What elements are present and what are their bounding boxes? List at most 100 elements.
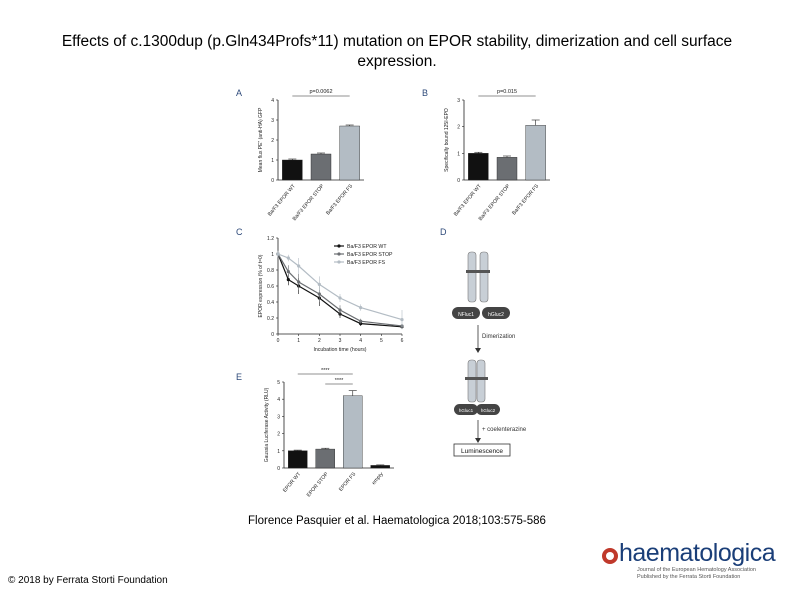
chart-a-p-value: p=0.0062 bbox=[309, 89, 332, 95]
fragment-right-label: hGluc2 bbox=[488, 312, 504, 318]
chart-e-significance-stars: **** bbox=[335, 378, 344, 384]
logo-mark-icon bbox=[602, 548, 618, 564]
chart-c-ytick-label: 0.8 bbox=[267, 268, 274, 274]
chart-c-point bbox=[297, 264, 301, 268]
chart-c-legend-marker bbox=[337, 244, 341, 248]
figure: A B C D E NFluc1 hGluc2 Dimerization hGl… bbox=[232, 80, 562, 512]
chart-e-ylabel: Gaussia Luciferase Activity (RLU) bbox=[264, 387, 270, 462]
chart-c-xtick-label: 4 bbox=[359, 338, 362, 344]
dimer-fragment-left-label: hGluc1 bbox=[459, 408, 474, 413]
chart-c-ytick-label: 0.4 bbox=[267, 300, 274, 306]
panel-label-d: D bbox=[440, 227, 447, 237]
chart-a-ylabel: Mean flux PE" (anti-HA) GFP bbox=[258, 107, 264, 172]
chart-c-point bbox=[338, 308, 342, 312]
luminescence-box bbox=[453, 443, 511, 457]
chart-c-ytick-label: 0.2 bbox=[267, 316, 274, 322]
chart-e-bar bbox=[315, 448, 335, 469]
chart-c-point bbox=[317, 292, 321, 296]
chart-b-category-label: Ba/F3 EPOR FS bbox=[511, 183, 540, 216]
luciferase-fragment-right bbox=[482, 307, 510, 319]
chart-b-category-label: Ba/F3 EPOR STOP bbox=[478, 183, 512, 222]
chart-e-ytick-label: 5 bbox=[277, 380, 280, 386]
chart-c-point bbox=[276, 252, 280, 256]
chart-e-ytick-label: 1 bbox=[277, 449, 280, 455]
chart-b-p-value: p=0.015 bbox=[497, 89, 517, 95]
chart-c-xtick-label: 1 bbox=[297, 338, 300, 344]
chart-e-bar bbox=[343, 395, 363, 469]
chart-a-ytick-label: 2 bbox=[271, 138, 274, 144]
chart-c-ytick-label: 0.6 bbox=[267, 284, 274, 290]
chart-c-xtick-label: 2 bbox=[318, 338, 321, 344]
panel-label-c: C bbox=[236, 227, 243, 237]
chart-a-ytick-label: 0 bbox=[271, 178, 274, 184]
chart-c-point bbox=[338, 296, 342, 300]
chart-e-bar bbox=[288, 450, 308, 469]
coelenterazine-label: + coelenterazine bbox=[482, 427, 527, 433]
dimer-left bbox=[467, 359, 477, 403]
chart-c-legend-marker bbox=[337, 252, 341, 256]
dimer-membrane bbox=[465, 377, 488, 380]
receptor-left bbox=[467, 251, 477, 303]
chart-a-ytick-label: 3 bbox=[271, 118, 274, 124]
membrane-left bbox=[466, 270, 478, 273]
panel-label-b: B bbox=[422, 88, 428, 98]
chart-c-legend-label: Ba/F3 EPOR STOP bbox=[347, 252, 393, 258]
chart-c-point bbox=[359, 306, 363, 310]
chart-c-point bbox=[317, 282, 321, 286]
chart-c-legend-label: Ba/F3 EPOR FS bbox=[347, 260, 386, 266]
chart-e-category-label: empty bbox=[371, 471, 385, 486]
chart-c-point bbox=[286, 270, 290, 274]
chart-e-category-label: EPOR STOP bbox=[306, 471, 330, 498]
membrane-right bbox=[478, 270, 490, 273]
chart-b-bar bbox=[525, 125, 546, 181]
dimerization-label: Dimerization bbox=[482, 334, 515, 340]
logo-wordmark: haematologica bbox=[619, 539, 776, 567]
dimer-fragment-left bbox=[454, 404, 478, 415]
chart-c-xtick-label: 0 bbox=[277, 338, 280, 344]
chart-c-xtick-label: 3 bbox=[339, 338, 342, 344]
chart-b-bar bbox=[468, 153, 489, 181]
chart-c-point bbox=[286, 256, 290, 260]
chart-c-point bbox=[400, 318, 404, 322]
chart-a-category-label: Ba/F3 EPOR STOP bbox=[292, 183, 326, 222]
chart-c-ylabel: EPOR expression (% of t=0) bbox=[258, 254, 264, 317]
chart-b-ytick-label: 2 bbox=[457, 125, 460, 131]
chart-e-ytick-label: 0 bbox=[277, 466, 280, 472]
receptor-right bbox=[479, 251, 489, 303]
chart-c-legend-marker bbox=[337, 260, 341, 264]
chart-c-point bbox=[359, 319, 363, 323]
chart-e-ytick-label: 3 bbox=[277, 414, 280, 420]
logo-tagline-2: Published by the Ferrata Storti Foundati… bbox=[637, 574, 741, 580]
chart-e-ytick-label: 4 bbox=[277, 397, 280, 403]
chart-e-ytick-label: 2 bbox=[277, 432, 280, 438]
chart-a-ytick-label: 1 bbox=[271, 158, 274, 164]
chart-a-category-label: Ba/F3 EPOR WT bbox=[267, 183, 298, 218]
haematologica-logo[interactable]: haematologica Journal of the European He… bbox=[597, 539, 789, 581]
chart-c-ytick-label: 1.2 bbox=[267, 236, 274, 242]
chart-b-ytick-label: 1 bbox=[457, 151, 460, 157]
arrow-2-head bbox=[475, 438, 481, 443]
chart-c-xtick-label: 5 bbox=[380, 338, 383, 344]
luciferase-fragment-left bbox=[452, 307, 480, 319]
chart-b-ytick-label: 3 bbox=[457, 98, 460, 104]
chart-e-bar bbox=[370, 465, 390, 469]
figure-canvas: A B C D E NFluc1 hGluc2 Dimerization hGl… bbox=[236, 88, 550, 498]
chart-c-point bbox=[297, 280, 301, 284]
chart-e-category-label: EPOR FS bbox=[338, 471, 358, 493]
copyright: © 2018 by Ferrata Storti Foundation bbox=[8, 575, 168, 586]
fragment-left-label: NFluc1 bbox=[458, 312, 474, 318]
chart-e-significance-stars: **** bbox=[321, 368, 330, 374]
arrow-1-head bbox=[475, 348, 481, 353]
chart-a-bar bbox=[310, 153, 332, 181]
chart-e-category-label: EPOR WT bbox=[282, 471, 303, 494]
chart-c-xtick-label: 6 bbox=[401, 338, 404, 344]
chart-c-xlabel: Incubation time (hours) bbox=[313, 347, 366, 353]
chart-b-ytick-label: 0 bbox=[457, 178, 460, 184]
chart-c-point bbox=[286, 278, 290, 282]
panel-label-a: A bbox=[236, 88, 242, 98]
chart-a-bar bbox=[339, 125, 360, 181]
chart-c-legend-label: Ba/F3 EPOR WT bbox=[347, 244, 387, 250]
chart-b-category-label: Ba/F3 EPOR WT bbox=[453, 183, 484, 218]
chart-b-bar bbox=[496, 157, 518, 181]
chart-c-ytick-label: 0 bbox=[271, 332, 274, 338]
